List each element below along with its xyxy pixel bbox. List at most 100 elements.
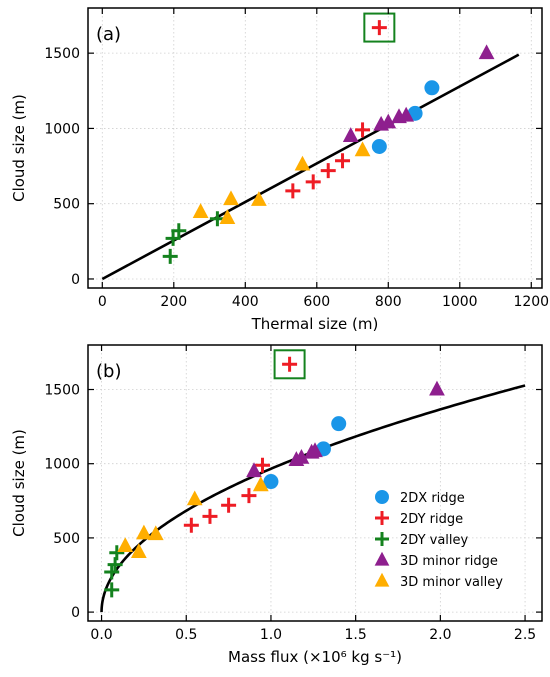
data-point bbox=[282, 356, 298, 372]
legend-marker bbox=[375, 511, 389, 525]
data-point bbox=[398, 106, 415, 122]
data-point bbox=[263, 474, 279, 490]
x-tick-label: 2.5 bbox=[514, 627, 536, 643]
y-tick-label: 0 bbox=[71, 605, 80, 621]
y-tick-label: 1500 bbox=[44, 46, 80, 62]
data-point bbox=[285, 183, 301, 199]
x-axis-label: Thermal size (m) bbox=[251, 315, 379, 333]
x-axis-label: Mass flux (×10⁶ kg s⁻¹) bbox=[228, 648, 402, 666]
data-point bbox=[104, 564, 120, 580]
series-3d-minor-ridge bbox=[342, 44, 495, 142]
data-point bbox=[104, 582, 120, 598]
x-tick-label: 600 bbox=[303, 294, 330, 310]
data-point bbox=[147, 525, 164, 541]
legend-marker bbox=[374, 551, 390, 566]
legend: 2DX ridge 2DY ridge 2DY valley 3D minor rid… bbox=[374, 490, 503, 590]
x-tick-label: 0.5 bbox=[175, 627, 197, 643]
series-2dx-ridge bbox=[263, 416, 347, 490]
legend-label: 3D minor ridge bbox=[400, 554, 498, 569]
data-point bbox=[320, 163, 336, 179]
data-point bbox=[342, 127, 359, 142]
series-3d-minor-ridge bbox=[246, 380, 445, 478]
data-point bbox=[251, 191, 267, 206]
data-point bbox=[221, 497, 237, 513]
data-point bbox=[130, 543, 147, 558]
x-tick-label: 1.5 bbox=[345, 627, 367, 643]
y-tick-label: 0 bbox=[71, 272, 80, 288]
x-tick-label: 1200 bbox=[513, 294, 549, 310]
legend-label: 3D minor valley bbox=[400, 575, 503, 590]
x-tick-label: 800 bbox=[375, 294, 402, 310]
x-tick-label: 0 bbox=[98, 294, 107, 310]
fit-curve bbox=[100, 384, 526, 613]
data-point bbox=[136, 524, 152, 540]
legend-marker bbox=[374, 572, 390, 587]
x-tick-label: 2.0 bbox=[429, 627, 451, 643]
legend-marker bbox=[375, 532, 389, 546]
data-point bbox=[478, 44, 495, 60]
series-2dy-valley bbox=[162, 211, 225, 264]
legend-label: 2DY valley bbox=[400, 533, 469, 548]
x-tick-label: 1000 bbox=[442, 294, 478, 310]
data-point bbox=[331, 416, 347, 432]
series-2dy-valley bbox=[104, 545, 125, 598]
panel-a: 0 200 400 600 800 1000 1200 0 500 1000 1500 Thermal… bbox=[10, 7, 549, 333]
data-point bbox=[202, 508, 218, 524]
panel-label: (a) bbox=[96, 24, 121, 45]
data-point bbox=[186, 490, 203, 506]
data-point bbox=[171, 223, 187, 239]
data-point bbox=[223, 190, 239, 206]
data-point bbox=[380, 113, 397, 129]
grid bbox=[88, 8, 542, 288]
data-point bbox=[305, 174, 321, 190]
series-3d-minor-valley bbox=[117, 476, 269, 558]
x-tick-label: 400 bbox=[232, 294, 259, 310]
data-point bbox=[165, 230, 181, 246]
data-point bbox=[293, 448, 310, 464]
y-axis-label: Cloud size (m) bbox=[10, 429, 28, 537]
data-point bbox=[219, 209, 236, 224]
data-point bbox=[241, 488, 257, 504]
data-point bbox=[252, 476, 269, 492]
y-tick-label: 1500 bbox=[44, 383, 80, 399]
data-point bbox=[371, 20, 387, 36]
data-point bbox=[424, 80, 440, 96]
data-point bbox=[354, 141, 371, 157]
data-point bbox=[107, 557, 123, 573]
data-point bbox=[335, 153, 351, 169]
plot-frame bbox=[87, 344, 543, 622]
panel-label: (b) bbox=[96, 361, 121, 382]
data-point bbox=[183, 517, 199, 533]
x-tick-label: 200 bbox=[160, 294, 187, 310]
data-point bbox=[192, 203, 209, 218]
data-point bbox=[117, 537, 134, 553]
data-point bbox=[162, 248, 178, 264]
fit-line bbox=[101, 53, 520, 281]
plot-frame bbox=[87, 7, 543, 289]
y-axis-label: Cloud size (m) bbox=[10, 94, 28, 202]
y-tick-label: 500 bbox=[53, 531, 80, 547]
data-point bbox=[294, 155, 311, 171]
x-tick-label: 0.0 bbox=[90, 627, 112, 643]
data-point bbox=[355, 122, 371, 138]
data-point bbox=[246, 462, 262, 478]
y-tick-label: 500 bbox=[53, 197, 80, 213]
panel-b: 0.0 0.5 1.0 1.5 2.0 2.5 0 500 1000 1500 Mass flux … bbox=[10, 344, 543, 666]
y-tick-label: 1000 bbox=[44, 457, 80, 473]
x-tick-label: 1.0 bbox=[260, 627, 282, 643]
data-point bbox=[429, 380, 445, 396]
legend-marker bbox=[375, 490, 389, 504]
legend-label: 2DX ridge bbox=[400, 491, 465, 506]
y-tick-label: 1000 bbox=[44, 121, 80, 137]
data-point bbox=[254, 457, 270, 473]
series-2dy-ridge bbox=[183, 356, 298, 533]
series-3d-minor-valley bbox=[192, 141, 371, 224]
data-point bbox=[109, 545, 125, 561]
data-point bbox=[307, 442, 323, 458]
highlight-box bbox=[363, 12, 396, 43]
legend-label: 2DY ridge bbox=[400, 512, 463, 527]
highlight-box bbox=[273, 349, 306, 380]
data-point bbox=[371, 138, 387, 154]
series-2dy-ridge bbox=[285, 20, 387, 199]
